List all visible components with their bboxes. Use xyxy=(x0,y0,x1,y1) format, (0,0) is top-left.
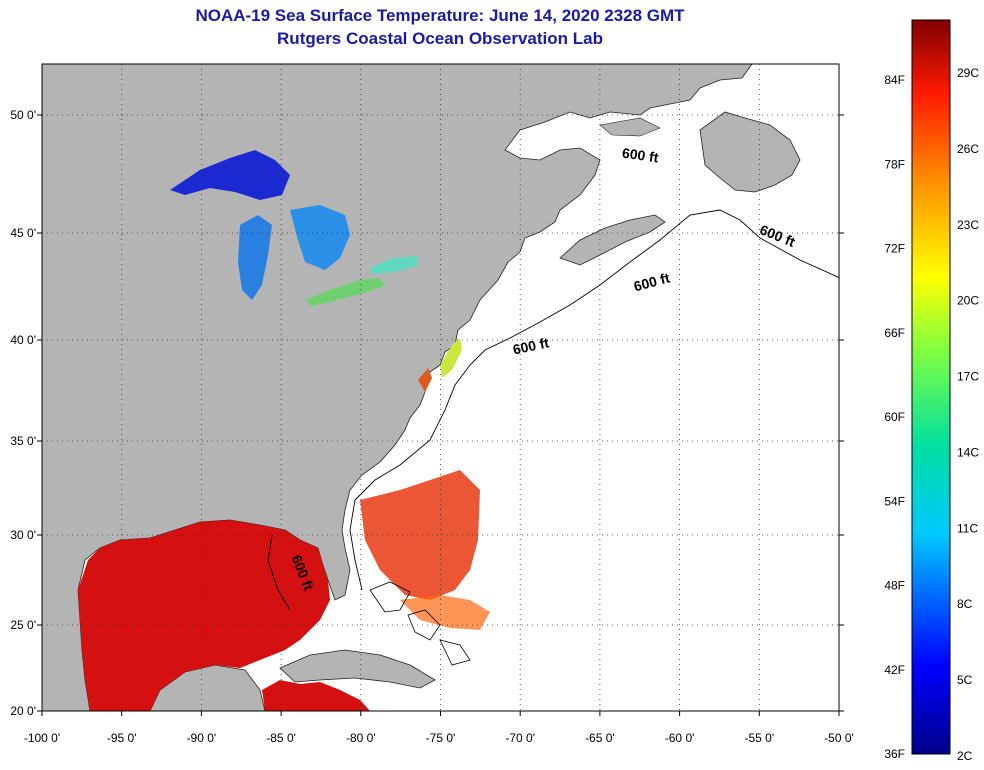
lake-erie xyxy=(305,278,385,306)
contour-600ft xyxy=(267,209,839,611)
lon-label: -85 0' xyxy=(266,731,296,745)
lon-label: -65 0' xyxy=(585,731,615,745)
lon-label: -95 0' xyxy=(107,731,137,745)
lake-michigan xyxy=(238,215,272,300)
colorbar-celsius: 29C 26C 23C 20C 17C 14C 11C 8C 5C 2C xyxy=(957,66,979,763)
chesapeake-sst xyxy=(418,368,432,392)
mid-atlantic-sst xyxy=(440,338,462,378)
colorbar-c-label: 2C xyxy=(957,749,973,763)
colorbar-c-label: 8C xyxy=(957,597,973,611)
lon-label: -60 0' xyxy=(665,731,695,745)
land-anticosti xyxy=(599,117,661,137)
colorbar-f-label: 42F xyxy=(884,663,905,677)
colorbar-f-label: 60F xyxy=(884,410,905,424)
colorbar-f-label: 66F xyxy=(884,326,905,340)
lat-label: 35 0' xyxy=(10,434,36,448)
colorbar-fahrenheit: 84F 78F 72F 66F 60F 54F 48F 42F 36F xyxy=(884,73,905,761)
lon-label: -90 0' xyxy=(187,731,217,745)
colorbar-f-label: 48F xyxy=(884,579,905,593)
colorbar-c-label: 14C xyxy=(957,445,979,459)
contour-label: 600 ft xyxy=(621,145,660,166)
lon-label: -50 0' xyxy=(824,731,854,745)
colorbar-c-label: 5C xyxy=(957,673,973,687)
lake-huron xyxy=(290,205,350,270)
land-north-america xyxy=(42,64,753,711)
caribbean-sst xyxy=(262,680,370,711)
colorbar-f-label: 54F xyxy=(884,494,905,508)
contour-label: 600 ft xyxy=(511,334,550,357)
lon-label: -80 0' xyxy=(346,731,376,745)
lake-ontario xyxy=(370,256,418,274)
colorbar-c-label: 17C xyxy=(957,370,979,384)
land-nova-scotia xyxy=(559,214,666,266)
colorbar-scale xyxy=(911,19,951,755)
map-subtitle: Rutgers Coastal Ocean Observation Lab xyxy=(277,29,603,48)
lat-label: 30 0' xyxy=(10,528,36,542)
map-title: NOAA-19 Sea Surface Temperature: June 14… xyxy=(195,6,685,25)
colorbar-f-label: 84F xyxy=(884,73,905,87)
lat-label: 50 0' xyxy=(10,108,36,122)
lat-label: 25 0' xyxy=(10,618,36,632)
lat-label: 45 0' xyxy=(10,226,36,240)
lon-label: -100 0' xyxy=(24,731,60,745)
colorbar-c-label: 11C xyxy=(957,521,978,535)
lat-label: 40 0' xyxy=(10,333,36,347)
lon-label: -55 0' xyxy=(744,731,774,745)
colorbar-c-label: 26C xyxy=(957,142,979,156)
colorbar-f-label: 78F xyxy=(884,157,905,171)
land-newfoundland xyxy=(699,111,801,193)
colorbar-f-label: 36F xyxy=(884,747,905,761)
colorbar-c-label: 29C xyxy=(957,66,979,80)
land-cuba xyxy=(279,649,436,689)
colorbar-c-label: 23C xyxy=(957,218,979,232)
colorbar-f-label: 72F xyxy=(884,242,905,256)
lake-superior xyxy=(170,150,290,200)
lon-label: -75 0' xyxy=(426,731,456,745)
lon-label: -70 0' xyxy=(505,731,535,745)
map-axes: -100 0' -95 0' -90 0' -85 0' -80 0' -75 0' -70… xyxy=(10,108,853,745)
bahamas xyxy=(369,581,471,666)
gulf-sst xyxy=(78,520,330,711)
colorbar-c-label: 20C xyxy=(957,294,979,308)
atlantic-sst-patch-south xyxy=(400,595,490,630)
lat-label: 20 0' xyxy=(10,704,36,718)
atlantic-sst-patch xyxy=(360,470,480,600)
